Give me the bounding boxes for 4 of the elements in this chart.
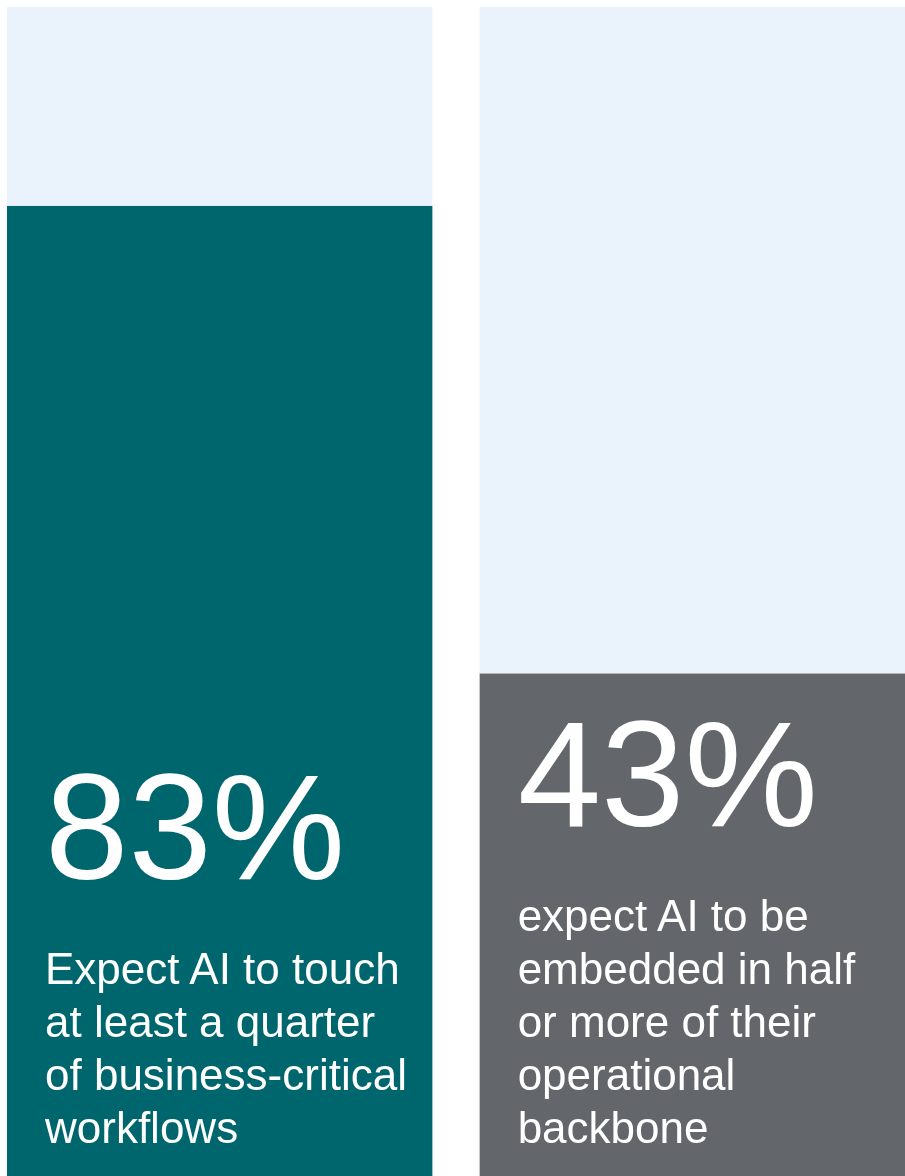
data-label: 83%	[45, 743, 347, 911]
data-label: 43%	[517, 690, 819, 858]
x-tick-label: expect AI to be embedded in half or more of their operational backbone	[517, 890, 857, 1154]
x-tick-label: Expect AI to touch at least a quarter of business-critical workflows	[45, 943, 408, 1154]
